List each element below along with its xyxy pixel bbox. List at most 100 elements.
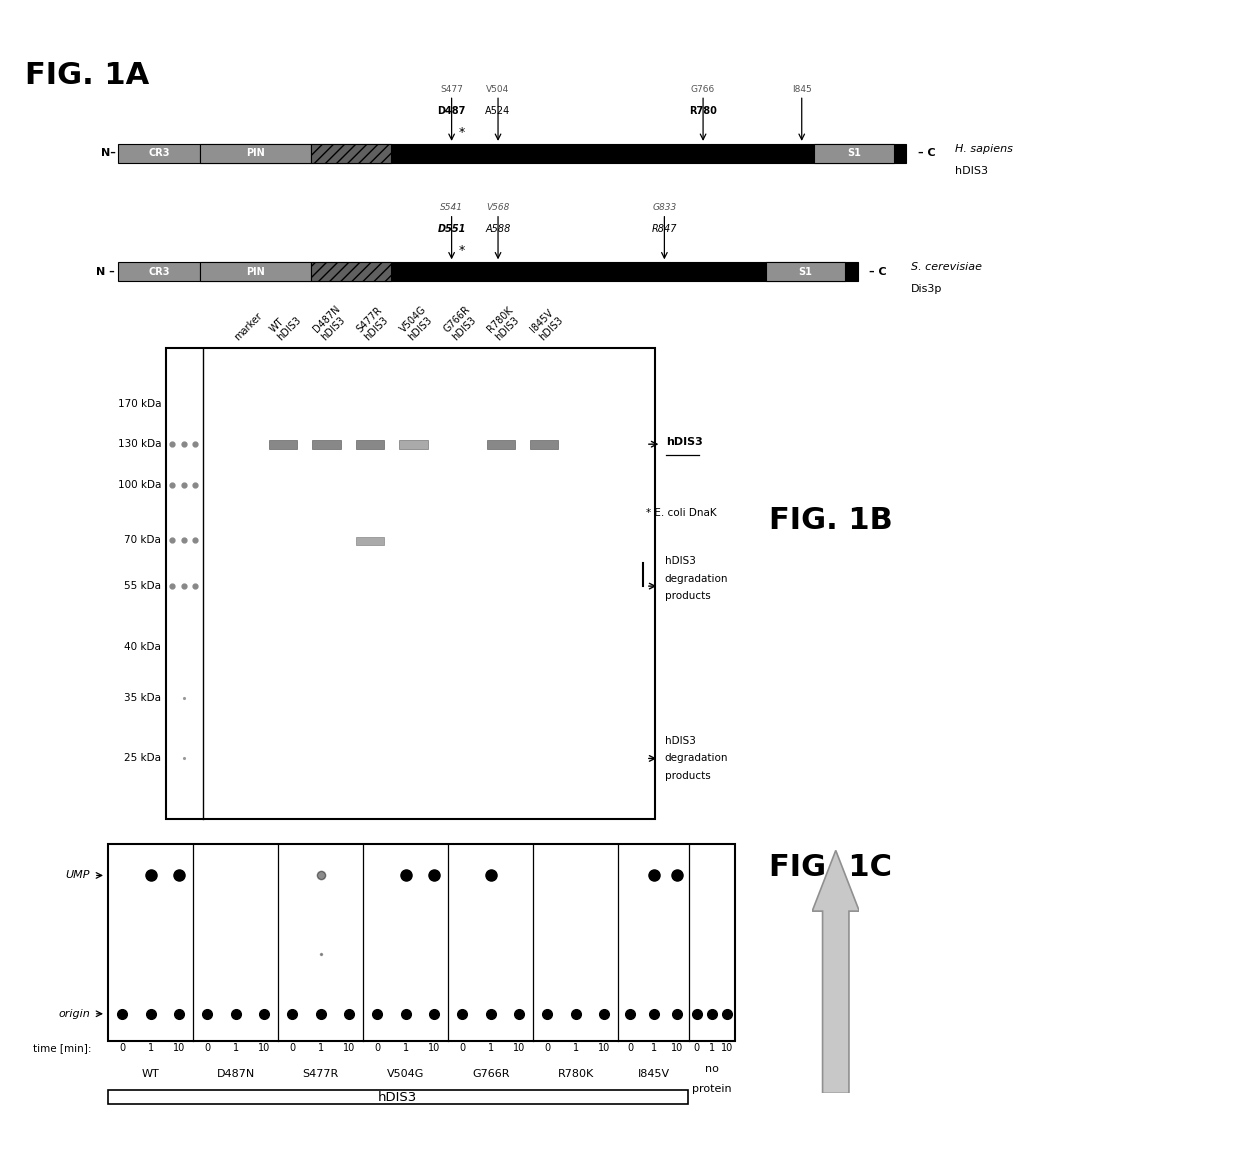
Text: S477R: S477R <box>303 1069 339 1078</box>
Text: 1: 1 <box>317 1044 324 1053</box>
Text: I845V
hDIS3: I845V hDIS3 <box>528 307 564 342</box>
Text: 10: 10 <box>428 1044 440 1053</box>
Text: *: * <box>459 126 465 139</box>
Text: R780K
hDIS3: R780K hDIS3 <box>485 305 523 342</box>
Text: protein: protein <box>692 1084 732 1095</box>
Bar <box>311 143 391 162</box>
Bar <box>200 263 858 281</box>
Text: 35 kDa: 35 kDa <box>124 693 161 702</box>
Text: UMP: UMP <box>66 870 91 880</box>
Text: A524: A524 <box>485 105 511 116</box>
Text: 1: 1 <box>709 1044 715 1053</box>
Text: N –: N – <box>95 266 114 277</box>
Text: I845: I845 <box>792 84 812 94</box>
Bar <box>312 440 341 449</box>
Text: 10: 10 <box>513 1044 526 1053</box>
Text: – C: – C <box>918 148 935 159</box>
Text: V568: V568 <box>486 204 510 212</box>
Text: S1: S1 <box>799 266 812 277</box>
Text: 55 kDa: 55 kDa <box>124 581 161 591</box>
Bar <box>200 143 906 162</box>
Text: FIG. 1C: FIG. 1C <box>769 853 892 883</box>
Text: G766: G766 <box>691 84 715 94</box>
Text: 70 kDa: 70 kDa <box>124 536 161 545</box>
Text: G833: G833 <box>652 204 677 212</box>
Text: 10: 10 <box>258 1044 270 1053</box>
Bar <box>108 1090 688 1105</box>
Text: R780K: R780K <box>558 1069 594 1078</box>
Text: 100 kDa: 100 kDa <box>118 480 161 489</box>
Bar <box>200 143 311 162</box>
Bar <box>356 440 384 449</box>
Text: 0: 0 <box>693 1044 699 1053</box>
Text: R780: R780 <box>689 105 717 116</box>
Text: products: products <box>665 591 711 602</box>
Text: S1: S1 <box>847 148 861 159</box>
Text: S477R
hDIS3: S477R hDIS3 <box>355 305 392 342</box>
Text: S. cerevisiae: S. cerevisiae <box>911 263 982 272</box>
Text: D487N: D487N <box>217 1069 254 1078</box>
Text: products: products <box>665 772 711 781</box>
Polygon shape <box>812 850 859 1093</box>
Bar <box>108 845 735 1040</box>
Text: D487: D487 <box>438 105 466 116</box>
Text: hDIS3: hDIS3 <box>665 555 696 566</box>
Text: 1: 1 <box>233 1044 238 1053</box>
Text: V504G
hDIS3: V504G hDIS3 <box>398 304 436 342</box>
Bar <box>269 440 298 449</box>
Text: 25 kDa: 25 kDa <box>124 753 161 764</box>
Text: A588: A588 <box>485 224 511 234</box>
Text: 10: 10 <box>671 1044 683 1053</box>
Bar <box>166 348 655 819</box>
Text: degradation: degradation <box>665 574 728 583</box>
Text: G766R: G766R <box>472 1069 510 1078</box>
Text: 1: 1 <box>403 1044 409 1053</box>
Text: N–: N– <box>100 148 115 159</box>
Text: CR3: CR3 <box>149 266 170 277</box>
Text: FIG. 1B: FIG. 1B <box>769 506 893 536</box>
Text: 130 kDa: 130 kDa <box>118 440 161 449</box>
Bar <box>815 143 894 162</box>
Text: hDIS3: hDIS3 <box>665 736 696 746</box>
Text: CR3: CR3 <box>149 148 170 159</box>
Text: marker: marker <box>232 311 264 342</box>
Text: S541: S541 <box>440 204 463 212</box>
Text: 10: 10 <box>598 1044 610 1053</box>
Text: hDIS3: hDIS3 <box>666 436 703 447</box>
Text: 0: 0 <box>289 1044 295 1053</box>
Text: 10: 10 <box>172 1044 185 1053</box>
Text: time [min]:: time [min]: <box>33 1044 92 1053</box>
Text: 1: 1 <box>148 1044 154 1053</box>
Text: hDIS3: hDIS3 <box>955 165 987 176</box>
Bar <box>356 537 384 545</box>
Bar <box>118 143 200 162</box>
Text: 0: 0 <box>459 1044 465 1053</box>
Text: V504: V504 <box>486 84 510 94</box>
Text: no: no <box>706 1064 719 1074</box>
Bar <box>399 440 428 449</box>
Text: H. sapiens: H. sapiens <box>955 143 1012 154</box>
Text: 0: 0 <box>544 1044 551 1053</box>
Bar <box>311 263 391 281</box>
Text: G766R
hDIS3: G766R hDIS3 <box>441 304 480 342</box>
Text: PIN: PIN <box>247 266 265 277</box>
Text: 0: 0 <box>119 1044 125 1053</box>
Text: 0: 0 <box>205 1044 211 1053</box>
Text: R847: R847 <box>652 224 677 234</box>
Text: PIN: PIN <box>247 148 265 159</box>
Text: V504G: V504G <box>387 1069 424 1078</box>
Text: 10: 10 <box>722 1044 734 1053</box>
Text: I845V: I845V <box>637 1069 670 1078</box>
Text: 40 kDa: 40 kDa <box>124 642 161 651</box>
Bar <box>766 263 846 281</box>
Text: *: * <box>459 244 465 257</box>
Text: D551: D551 <box>438 224 466 234</box>
Text: 0: 0 <box>374 1044 381 1053</box>
Bar <box>200 263 311 281</box>
Text: S477: S477 <box>440 84 463 94</box>
Text: WT
hDIS3: WT hDIS3 <box>268 307 304 342</box>
Text: – C: – C <box>869 266 887 277</box>
Text: * E. coli DnaK: * E. coli DnaK <box>646 508 717 517</box>
Text: WT: WT <box>141 1069 160 1078</box>
Text: 170 kDa: 170 kDa <box>118 399 161 408</box>
